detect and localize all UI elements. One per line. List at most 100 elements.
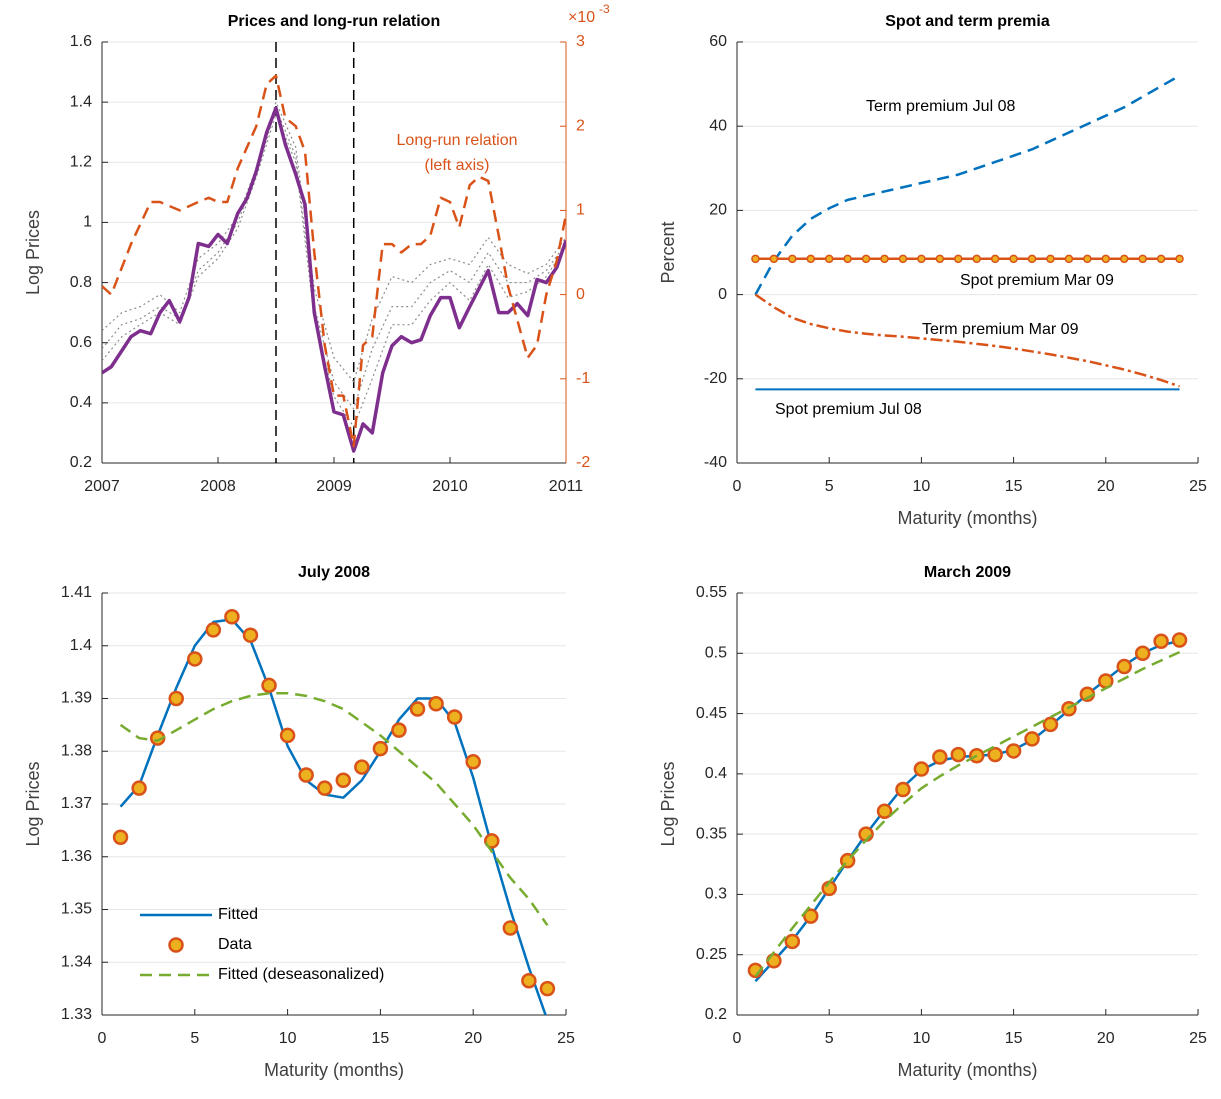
y-tick-label: 0.3: [705, 886, 727, 903]
series-line: [119, 618, 547, 1015]
data-point: [1171, 632, 1188, 648]
data-point: [1042, 716, 1059, 733]
y-tick-label: 1.36: [61, 848, 92, 865]
y-tick-label: 0.4: [70, 394, 92, 411]
data-point: [168, 690, 184, 707]
data-point: [788, 254, 797, 264]
plot-area: [102, 42, 566, 463]
plot-area: [751, 74, 1184, 391]
y-tick-label: 1.41: [61, 584, 92, 601]
x-tick-label: 10: [279, 1030, 297, 1047]
series-line: [102, 74, 566, 448]
legend-label: Fitted: [218, 906, 258, 923]
data-point: [1175, 254, 1184, 264]
data-point: [298, 767, 314, 783]
axis-multiplier-exponent: -3: [599, 2, 610, 16]
y-tick-label: 1.33: [61, 1006, 92, 1023]
y-tick-label: 1.34: [61, 953, 92, 970]
x-axis-label: Maturity (months): [264, 1060, 404, 1080]
x-tick-label: 0: [98, 1030, 107, 1047]
series-label: Term premium Mar 09: [922, 321, 1079, 338]
legend-label: Fitted (deseasonalized): [218, 966, 384, 983]
y2-tick-label: 3: [576, 33, 585, 50]
x-tick-label: 0: [733, 478, 742, 495]
y-tick-label: -40: [704, 454, 727, 471]
data-point: [1024, 731, 1040, 747]
data-point: [1119, 254, 1129, 264]
data-point: [428, 696, 444, 712]
data-point: [1116, 658, 1132, 675]
series-line: [102, 101, 566, 383]
y-tick-label: 0.2: [705, 1006, 727, 1023]
data-point: [751, 254, 760, 264]
series-line: [754, 293, 1180, 388]
x-tick-label: 2008: [200, 478, 236, 495]
y2-tick-label: 2: [576, 117, 585, 134]
data-point: [187, 651, 203, 667]
data-point: [954, 254, 963, 264]
y-axis-label: Log Prices: [23, 210, 43, 295]
data-point: [1027, 254, 1037, 264]
series-line: [754, 650, 1181, 978]
y-tick-label: 0.5: [705, 645, 727, 662]
x-axis-label: Maturity (months): [897, 508, 1037, 528]
data-point: [521, 972, 537, 989]
data-point: [335, 772, 352, 789]
x-tick-label: 25: [557, 1030, 575, 1047]
series-label: Term premium Jul 08: [866, 98, 1015, 115]
data-point: [932, 749, 948, 765]
data-point: [261, 677, 277, 694]
x-axis-label: Maturity (months): [897, 1060, 1037, 1080]
y-tick-label: 1.35: [61, 901, 92, 918]
y-tick-label: 0.6: [70, 334, 92, 351]
data-point: [1009, 254, 1018, 264]
data-point: [898, 254, 908, 264]
series-line: [119, 691, 549, 927]
data-point: [990, 254, 1000, 264]
data-point: [279, 727, 296, 744]
x-tick-label: 15: [372, 1030, 390, 1047]
data-point: [465, 754, 481, 770]
data-point: [769, 254, 779, 264]
data-point: [913, 761, 930, 777]
y-tick-label: -20: [704, 370, 727, 387]
data-point: [391, 722, 407, 738]
data-point: [861, 254, 871, 264]
data-point: [1153, 633, 1169, 649]
series-line: [102, 106, 566, 453]
x-tick-label: 2007: [84, 478, 120, 495]
x-tick-label: 10: [913, 478, 931, 495]
y-tick-label: 0: [718, 286, 727, 303]
plot-area: [747, 632, 1188, 983]
data-point: [1138, 254, 1147, 264]
x-tick-label: 2011: [549, 478, 584, 495]
legend-label: Data: [218, 936, 252, 953]
x-tick-label: 2009: [316, 478, 352, 495]
y-tick-label: 60: [709, 33, 727, 50]
y-tick-label: 1: [83, 214, 92, 231]
data-point: [880, 254, 889, 264]
annotation: (left axis): [425, 157, 490, 174]
y-tick-label: 1.4: [70, 637, 92, 654]
y-tick-label: 1.37: [61, 795, 92, 812]
data-point: [1134, 645, 1151, 662]
chart-title: Spot and term premia: [885, 13, 1050, 30]
data-point: [876, 803, 893, 819]
y-tick-label: 0.2: [70, 454, 92, 471]
y2-tick-label: 1: [576, 202, 585, 219]
y-axis-label: Percent: [658, 221, 678, 283]
x-tick-label: 20: [1097, 1030, 1115, 1047]
x-tick-label: 5: [825, 478, 834, 495]
data-point: [131, 780, 147, 796]
data-point: [372, 740, 389, 757]
y-tick-label: 20: [709, 202, 727, 219]
data-point: [950, 746, 967, 763]
data-point: [987, 746, 1003, 763]
data-point: [1156, 254, 1166, 264]
series-line: [102, 107, 566, 410]
x-tick-label: 20: [464, 1030, 482, 1047]
x-tick-label: 0: [733, 1030, 742, 1047]
data-point: [112, 829, 129, 845]
y2-tick-label: -2: [576, 454, 590, 471]
